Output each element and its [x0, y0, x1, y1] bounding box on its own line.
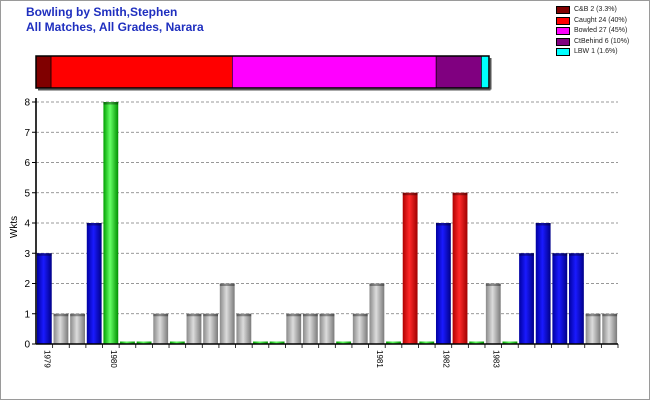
legend-label: Bowled 27 (45%): [574, 27, 628, 34]
bar-top-shade: [186, 313, 202, 317]
x-year-label: 1982: [441, 350, 450, 368]
axes: [32, 98, 619, 348]
stack-segment-bowled: [232, 55, 437, 89]
chart-subtitle: All Matches, All Grades, Narara: [26, 20, 204, 34]
y-tick-label: 5: [24, 188, 30, 199]
legend-swatch: [556, 48, 570, 56]
bar-top-shade: [236, 313, 252, 317]
bar-top-shade: [535, 223, 551, 226]
dismissal-stacked-bar: [35, 55, 492, 91]
bar: [203, 313, 219, 344]
bar: [452, 192, 468, 344]
bar-top-shade: [585, 313, 601, 317]
bar-top-shade: [319, 313, 335, 317]
y-axis-label: Wkts: [9, 216, 20, 238]
bar-top-shade: [86, 223, 102, 226]
bar-top-shade: [286, 313, 302, 317]
legend-label: C&B 2 (3.3%): [574, 6, 617, 13]
y-tick-label: 3: [24, 249, 30, 260]
bar: [169, 341, 185, 344]
bar: [302, 313, 318, 344]
bar: [352, 313, 368, 344]
stack-segment-lbw: [481, 55, 490, 89]
bar-top-shade: [219, 283, 235, 286]
bar-top-shade: [552, 253, 568, 256]
bar-top-shade: [103, 102, 119, 105]
bar: [485, 283, 501, 344]
legend-label: LBW 1 (1.6%): [574, 48, 618, 55]
bar: [153, 313, 169, 344]
x-year-label: 1979: [42, 350, 51, 368]
bar-top-shade: [435, 223, 451, 226]
bar-top-shade: [302, 313, 318, 317]
bar-top-shade: [485, 283, 501, 286]
bar: [103, 102, 119, 344]
x-year-label: 1981: [375, 350, 384, 368]
legend-swatch: [556, 6, 570, 14]
y-tick-label: 6: [24, 158, 30, 169]
bar: [319, 313, 335, 344]
stack-segment-ctbehind: [435, 55, 482, 89]
y-tick-label: 2: [24, 279, 30, 290]
bar: [552, 253, 568, 344]
bar-top-shade: [402, 192, 418, 196]
stack-border: [35, 55, 490, 89]
legend-swatch: [556, 16, 570, 25]
bar: [286, 313, 302, 344]
bar: [402, 192, 418, 344]
bar-top-shade: [203, 313, 219, 317]
bar-top-shade: [153, 313, 169, 317]
chart-title: Bowling by Smith,Stephen: [26, 5, 178, 19]
bar: [186, 313, 202, 344]
bar-top-shade: [36, 253, 52, 256]
bar: [419, 341, 435, 344]
bar-top-shade: [569, 253, 584, 256]
y-tick-label: 0: [24, 340, 30, 351]
bar: [602, 313, 618, 344]
bar: [435, 223, 451, 344]
bar-top-shade: [452, 192, 468, 196]
bar: [469, 341, 485, 344]
bar: [70, 313, 85, 344]
legend-label: CtBehind 6 (10%): [574, 37, 630, 45]
bar: [236, 313, 252, 344]
bar-top-shade: [352, 313, 368, 317]
bar-top-shade: [519, 253, 534, 256]
y-tick-label: 7: [24, 128, 30, 139]
y-tick-label: 1: [24, 309, 30, 320]
y-tick-label: 4: [24, 219, 30, 230]
bar: [585, 313, 601, 344]
bar: [502, 341, 518, 344]
bar-top-shade: [53, 313, 69, 317]
bar: [386, 341, 401, 344]
bar: [336, 341, 352, 344]
bar: [253, 341, 268, 344]
bar: [136, 341, 152, 344]
y-tick-label: 8: [24, 98, 30, 109]
axis-labels: 0 1 2 3 4 5 6 7 8 Wkts 1979 1980 1981 1982 1983: [9, 98, 500, 369]
bar: [535, 223, 551, 344]
bar: [219, 283, 235, 344]
bar: [519, 253, 534, 344]
stack-segment-caught: [50, 55, 233, 89]
bar: [269, 341, 285, 344]
bar-top-shade: [369, 283, 385, 286]
legend-swatch: [556, 27, 570, 35]
bar: [569, 253, 584, 344]
bar: [53, 313, 69, 344]
x-year-label: 1983: [491, 350, 500, 368]
legend-swatch: [556, 37, 570, 46]
bar-top-shade: [602, 313, 618, 317]
stack-segment-c-b: [35, 55, 52, 89]
wickets-bars: [36, 102, 618, 344]
legend-label: Caught 24 (40%): [574, 16, 627, 24]
bar: [120, 341, 135, 344]
x-year-label: 1980: [109, 350, 118, 368]
bar: [86, 223, 102, 344]
bar: [36, 253, 52, 344]
bar-top-shade: [70, 313, 85, 317]
bar: [369, 283, 385, 344]
